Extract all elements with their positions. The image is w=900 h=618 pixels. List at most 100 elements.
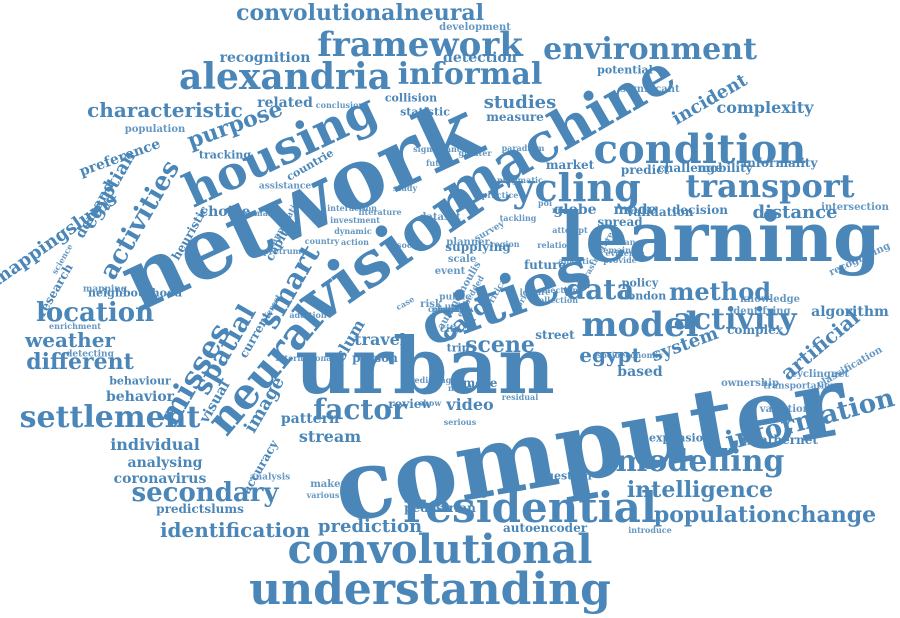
- cloud-word: activity: [673, 302, 797, 337]
- cloud-word: globe: [553, 202, 597, 218]
- cloud-word: scale: [447, 254, 477, 265]
- cloud-word: recognition: [219, 50, 311, 66]
- cloud-word: identification: [159, 518, 311, 542]
- cloud-word: assistance: [258, 181, 312, 192]
- cloud-word: studies: [483, 92, 557, 113]
- cloud-word: event: [434, 266, 466, 277]
- cloud-word: policy: [621, 276, 659, 290]
- cloud-word: informal: [397, 57, 543, 92]
- cloud-word: london: [623, 289, 667, 303]
- cloud-word: planner: [446, 237, 490, 248]
- cloud-word: egypt: [579, 343, 641, 367]
- cloud-word: consumer: [427, 304, 473, 314]
- cloud-word: mode: [613, 202, 657, 218]
- cloud-word: weathernet: [742, 433, 818, 447]
- cloud-word: knowledge: [740, 294, 800, 305]
- cloud-word: condition: [593, 126, 807, 173]
- cloud-word: significant: [620, 84, 680, 95]
- cloud-word: stream: [298, 427, 362, 446]
- cloud-word: autoencoder: [502, 521, 588, 535]
- cloud-word: person: [352, 351, 398, 365]
- cloud-word: related: [257, 95, 313, 111]
- cloud-word: travel: [354, 330, 406, 349]
- cloud-word: secondary: [131, 478, 279, 508]
- cloud-word: complexity: [716, 98, 814, 117]
- cloud-word: urban: [295, 321, 555, 412]
- cloud-word: serious: [443, 417, 477, 427]
- cloud-word: framework: [317, 25, 523, 65]
- cloud-word: show: [418, 398, 442, 408]
- cloud-word: factor: [313, 393, 407, 426]
- cloud-word: analysis: [249, 472, 291, 483]
- cloud-word: novel: [448, 383, 472, 393]
- cloud-word: validation: [626, 205, 694, 219]
- cloud-word: conclusion: [315, 100, 365, 110]
- cloud-word: addition: [289, 310, 327, 320]
- cloud-word: population: [124, 124, 186, 135]
- cloud-word: remain: [599, 245, 631, 255]
- cloud-word: identifying: [729, 306, 791, 317]
- cloud-word: statistic: [400, 105, 450, 119]
- cloud-word: socioeconomic: [597, 350, 663, 360]
- cloud-word: significance: [413, 144, 467, 154]
- cloud-word: enrichment: [49, 321, 101, 331]
- cloud-word: measure: [486, 110, 544, 124]
- cloud-word: decision: [672, 203, 728, 217]
- cloud-word: practice: [481, 190, 519, 200]
- cloud-word: understanding: [249, 564, 611, 615]
- cloud-word: review: [388, 397, 432, 411]
- cloud-word: street: [535, 328, 575, 342]
- cloud-word: unit: [444, 302, 466, 313]
- cloud-word: interaction: [327, 203, 377, 213]
- cloud-word: environment: [543, 32, 757, 67]
- cloud-word: case: [393, 293, 417, 313]
- cloud-word: investment: [330, 215, 380, 225]
- cloud-word: collision: [384, 91, 438, 105]
- cloud-word: settlement: [19, 400, 201, 435]
- cloud-word: based: [617, 364, 663, 380]
- cloud-word: challenge: [657, 161, 723, 175]
- cloud-word: predict: [620, 163, 670, 177]
- cloud-word: maker: [310, 479, 346, 490]
- cloud-word: supplying: [445, 240, 511, 254]
- cloud-word: distance: [752, 202, 838, 223]
- cloud-word: potential: [597, 63, 653, 77]
- cloud-word: learning: [559, 198, 881, 278]
- cloud-word: data: [565, 273, 635, 306]
- cloud-word: intersection: [821, 202, 889, 213]
- cloud-word: pattern: [280, 411, 340, 427]
- cloud-word: greater: [458, 148, 492, 158]
- cloud-word: predicting: [404, 375, 452, 385]
- cloud-word: more: [462, 376, 498, 390]
- cloud-word: pragmatic: [497, 175, 543, 185]
- cloud-word: country: [304, 236, 340, 246]
- cloud-word: prediction: [317, 516, 423, 537]
- cloud-word: market: [545, 158, 595, 172]
- cloud-word: ownership: [721, 378, 779, 389]
- cloud-word: evidence: [605, 248, 645, 258]
- cloud-word: behaviour: [109, 374, 171, 388]
- cloud-word: video: [446, 395, 494, 414]
- cloud-word: public: [439, 292, 471, 303]
- cloud-word: selection: [537, 285, 579, 295]
- cloud-word: modelling: [615, 444, 785, 479]
- cloud-word: variational: [759, 404, 821, 415]
- cloud-word: residual: [501, 392, 539, 402]
- cloud-word: human: [604, 237, 636, 247]
- cloud-word: attempt: [552, 225, 588, 235]
- cloud-word: characteristic: [87, 98, 243, 122]
- cloud-word: coronavirus: [113, 471, 207, 487]
- cloud-word: transportation: [763, 381, 837, 392]
- cloud-word: physical: [431, 304, 469, 314]
- cloud-word: provide: [603, 255, 637, 265]
- cloud-word: future: [523, 258, 567, 272]
- cloud-word: social: [397, 240, 423, 250]
- cloud-word: question: [538, 469, 592, 483]
- cloud-word: semantic: [244, 208, 286, 218]
- cloud-word: populationchange: [653, 502, 877, 528]
- cloud-word: future: [425, 158, 455, 168]
- cloud-word: collection: [533, 295, 579, 305]
- cloud-word: trip: [446, 341, 470, 355]
- cloud-word: paradigm: [501, 143, 545, 153]
